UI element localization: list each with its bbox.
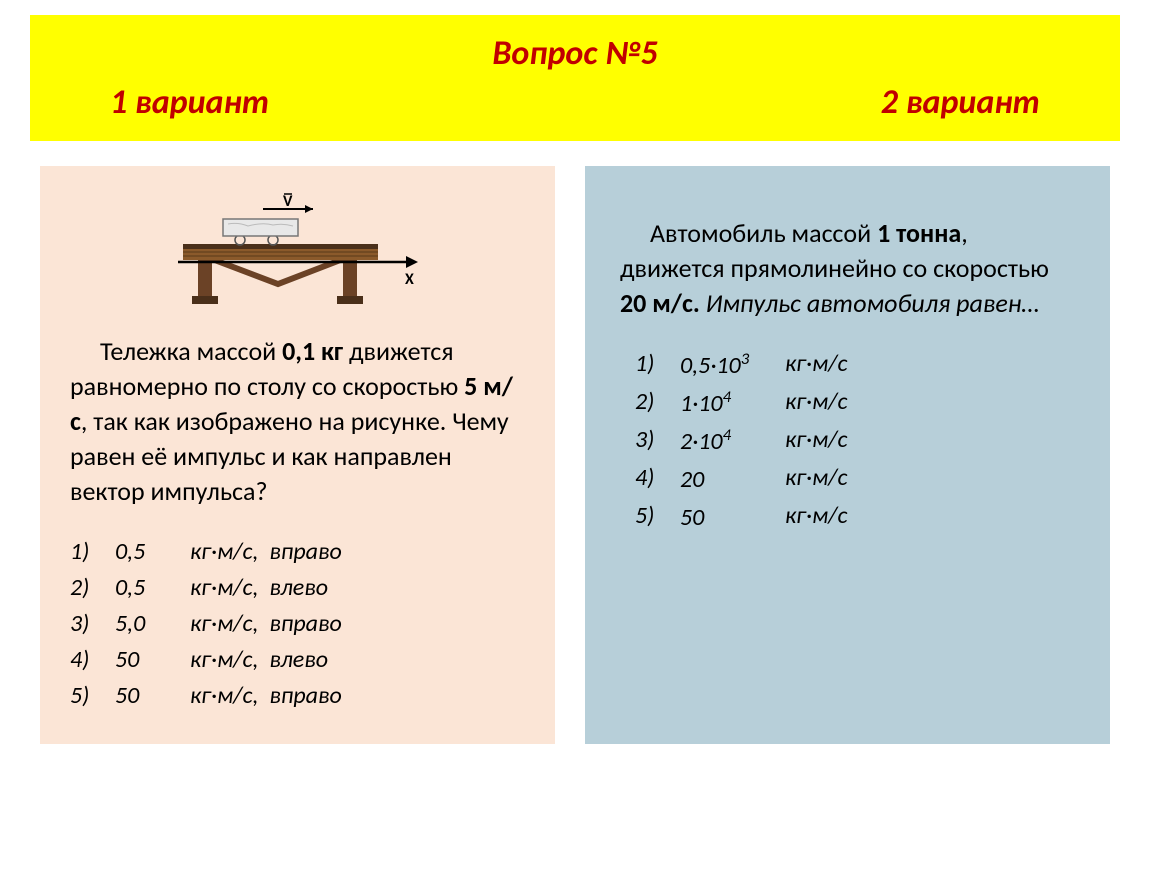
q1-mid2: , так как изображено на рисунке. Чему ра… <box>70 405 509 507</box>
svg-text:V: V <box>283 192 293 211</box>
ans-unit: кг·м/с <box>785 460 847 498</box>
ans-num: 2) <box>635 384 680 422</box>
ans-val: 50 <box>115 678 190 714</box>
ans-dir: вправо <box>269 606 341 642</box>
ans-val: 0,5·103 <box>680 346 785 384</box>
answer-row: 2) 0,5 кг·м/с, влево <box>70 570 525 606</box>
ans-num: 5) <box>635 498 680 536</box>
ans-unit: кг·м/с <box>785 346 847 384</box>
ans-num: 1) <box>70 534 115 570</box>
ans-val: 20 <box>680 460 785 498</box>
ans-num: 5) <box>70 678 115 714</box>
answer-row: 5) 50 кг·м/с, вправо <box>70 678 525 714</box>
q2-italic: Импульс автомобиля равен… <box>706 287 1040 319</box>
ans-val: 0,5 <box>115 570 190 606</box>
q1-mass: 0,1 кг <box>282 335 343 367</box>
question-number: Вопрос №5 <box>110 33 1040 74</box>
ans-num: 2) <box>70 570 115 606</box>
ans-unit: кг·м/с <box>785 384 847 422</box>
q2-mass: 1 тонна <box>877 217 961 249</box>
variant2-question: Автомобиль массой 1 тонна, движется прям… <box>620 216 1075 321</box>
q2-speed: 20 м/с. <box>620 287 700 319</box>
variant2-label: 2 вариант <box>881 82 1040 123</box>
ans-unit: кг·м/с, <box>190 534 258 570</box>
ans-val: 50 <box>680 498 785 536</box>
ans-num: 4) <box>635 460 680 498</box>
ans-dir: влево <box>269 642 328 678</box>
physics-diagram: V X <box>168 184 428 314</box>
answer-row: 4) 20 кг·м/с <box>635 460 1075 498</box>
svg-text:X: X <box>405 270 414 289</box>
variant1-question: Тележка массой 0,1 кг движется равномерн… <box>70 334 525 509</box>
ans-dir: вправо <box>269 534 341 570</box>
ans-num: 1) <box>635 346 680 384</box>
ans-unit: кг·м/с, <box>190 678 258 714</box>
content-area: V X Тележка массой 0,1 кг движется равно… <box>0 141 1150 744</box>
ans-num: 3) <box>70 606 115 642</box>
ans-val: 1·104 <box>680 384 785 422</box>
ans-val: 5,0 <box>115 606 190 642</box>
answer-row: 1) 0,5 кг·м/с, вправо <box>70 534 525 570</box>
ans-val: 50 <box>115 642 190 678</box>
answer-row: 1) 0,5·103 кг·м/с <box>635 346 1075 384</box>
ans-unit: кг·м/с, <box>190 570 258 606</box>
ans-unit: кг·м/с <box>785 498 847 536</box>
ans-dir: вправо <box>269 678 341 714</box>
ans-unit: кг·м/с, <box>190 606 258 642</box>
ans-unit: кг·м/с, <box>190 642 258 678</box>
answer-row: 3) 2·104 кг·м/с <box>635 422 1075 460</box>
ans-val: 2·104 <box>680 422 785 460</box>
header-banner: Вопрос №5 1 вариант 2 вариант <box>30 15 1120 141</box>
ans-unit: кг·м/с <box>785 422 847 460</box>
variant1-label: 1 вариант <box>110 82 269 123</box>
answer-row: 3) 5,0 кг·м/с, вправо <box>70 606 525 642</box>
answer-row: 5) 50 кг·м/с <box>635 498 1075 536</box>
variant1-answers: 1) 0,5 кг·м/с, вправо 2) 0,5 кг·м/с, вле… <box>70 534 525 714</box>
variant1-panel: V X Тележка массой 0,1 кг движется равно… <box>40 166 555 744</box>
variant2-panel: Автомобиль массой 1 тонна, движется прям… <box>585 166 1110 744</box>
q1-prefix: Тележка массой <box>100 335 282 367</box>
ans-num: 3) <box>635 422 680 460</box>
variants-row: 1 вариант 2 вариант <box>110 82 1040 123</box>
variant2-answers: 1) 0,5·103 кг·м/с 2) 1·104 кг·м/с 3) 2·1… <box>620 346 1075 536</box>
answer-row: 4) 50 кг·м/с, влево <box>70 642 525 678</box>
ans-num: 4) <box>70 642 115 678</box>
ans-val: 0,5 <box>115 534 190 570</box>
answer-row: 2) 1·104 кг·м/с <box>635 384 1075 422</box>
q2-prefix: Автомобиль массой <box>650 217 877 249</box>
ans-dir: влево <box>269 570 328 606</box>
